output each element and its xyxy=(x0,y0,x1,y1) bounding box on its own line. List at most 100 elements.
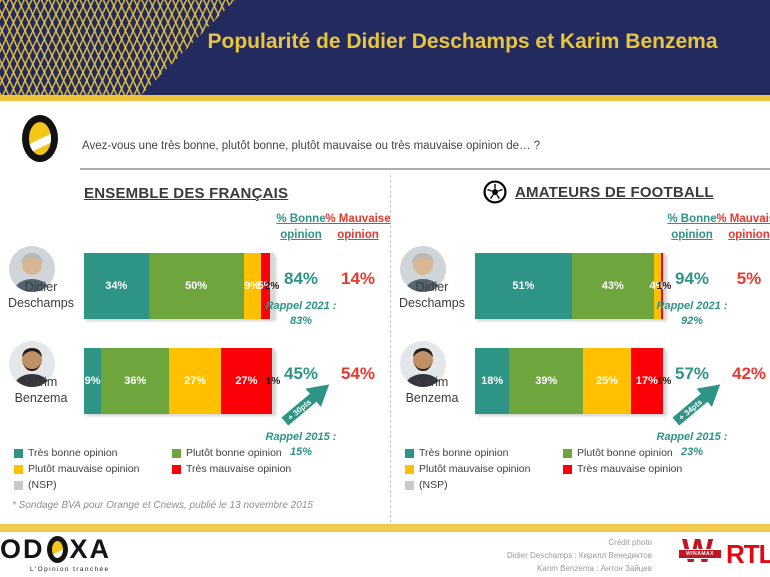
odoxa-tagline: L'Opinion tranchée xyxy=(30,566,110,573)
segment-plutot-bonne: 39% xyxy=(509,348,584,414)
legend-item: Plutôt mauvaise opinion xyxy=(14,463,172,475)
mauvaise-total: 42% xyxy=(731,364,767,383)
segment-nsp: 2% xyxy=(265,253,279,319)
panel-title: ENSEMBLE DES FRANÇAIS xyxy=(84,185,289,202)
segment-tres-bonne: 34% xyxy=(84,253,149,319)
panel-ensemble-des-francais: ENSEMBLE DES FRANÇAIS % Bonne opinion % … xyxy=(0,175,391,523)
legend-swatch-green xyxy=(172,448,181,458)
segment-tres-mauvaise: 27% xyxy=(220,348,273,414)
panel-title-row: AMATEURS DE FOOTBALL xyxy=(483,180,714,204)
legend-label: (NSP) xyxy=(28,479,57,491)
segment-label: 27% xyxy=(235,375,258,387)
odoxa-o-mark-icon xyxy=(46,536,68,563)
column-header-bonne: % Bonne opinion xyxy=(276,213,326,242)
o-icon-stripe xyxy=(29,122,51,155)
question-divider xyxy=(80,168,770,170)
legend-swatch-red xyxy=(172,464,181,474)
legend: Très bonne opinion Plutôt bonne opinion … xyxy=(14,447,359,491)
segment-label: 25% xyxy=(596,375,619,387)
rappel-value: 23% xyxy=(680,445,704,458)
footer: OD XA L'Opinion tranchée Crédit photo Di… xyxy=(0,532,770,577)
segment-label: 1% xyxy=(265,375,281,387)
segment-plutot-mauvaise: 9% xyxy=(243,253,261,319)
legend-label: Plutôt mauvaise opinion xyxy=(28,463,140,475)
karim-benzema-photo xyxy=(9,341,55,387)
legend-swatch-green xyxy=(563,448,572,458)
segment-label: 2% xyxy=(264,280,280,292)
row-karim-benzema: Karim Benzema 18% 39% 25% 17% 1% 57% 42%… xyxy=(391,341,770,458)
rappel-note: Rappel 2015 : 15% xyxy=(256,430,346,460)
odoxa-letters-left: OD xyxy=(0,534,45,564)
legend-swatch-gray xyxy=(405,480,414,490)
opinion-bar: 34% 50% 9% 5% 2% xyxy=(84,253,279,319)
row-didier-deschamps: Didier Deschamps 34% 50% 9% 5% 2% 84% 14… xyxy=(0,246,389,327)
legend-label: Très mauvaise opinion xyxy=(186,463,292,475)
row-didier-deschamps: Didier Deschamps 51% 43% 4% 1% 94% 5% Ra… xyxy=(391,246,770,327)
segment-plutot-mauvaise: 25% xyxy=(583,348,631,414)
legend-swatch-red xyxy=(563,464,572,474)
footer-gold-bar xyxy=(0,524,770,532)
segment-label: 43% xyxy=(601,280,624,292)
opinion-bar: 9% 36% 27% 27% 1% xyxy=(84,348,280,414)
segment-nsp: 1% xyxy=(657,348,671,414)
rappel-note: Rappel 2021 : 83% xyxy=(256,299,346,329)
header: Popularité de Didier Deschamps et Karim … xyxy=(0,0,770,95)
legend-label: Très mauvaise opinion xyxy=(577,463,683,475)
legend-swatch-yellow xyxy=(14,464,23,474)
segment-tres-bonne: 18% xyxy=(475,348,510,414)
source-footnote: * Sondage BVA pour Orange et Cnews, publ… xyxy=(12,500,313,511)
odoxa-o-icon xyxy=(22,115,58,162)
legend-item: (NSP) xyxy=(14,479,172,491)
rappel-value: 15% xyxy=(289,445,313,458)
player-name: Karim Benzema xyxy=(405,375,459,405)
gain-arrow: + 30pts xyxy=(278,390,336,428)
opinion-bar: 18% 39% 25% 17% 1% xyxy=(475,348,671,414)
segment-label: 51% xyxy=(512,280,535,292)
segment-plutot-mauvaise: 27% xyxy=(169,348,221,414)
segment-label: 9% xyxy=(244,280,261,292)
rappel-note: Rappel 2015 : 23% xyxy=(647,430,737,460)
survey-question: Avez-vous une très bonne, plutôt bonne, … xyxy=(82,140,541,152)
legend-item: Très bonne opinion xyxy=(405,447,563,459)
segment-label: 34% xyxy=(105,280,128,292)
bonne-total: 94% xyxy=(674,269,710,288)
segment-plutot-bonne: 43% xyxy=(571,253,654,319)
segment-plutot-bonne: 50% xyxy=(148,253,244,319)
odoxa-wordmark: OD XA xyxy=(0,534,111,565)
karim-benzema-photo xyxy=(400,341,446,387)
didier-deschamps-photo xyxy=(9,246,55,292)
rappel-label: Rappel 2021 : xyxy=(656,300,728,312)
rappel-label: Rappel 2015 : xyxy=(265,431,337,443)
mauvaise-total: 14% xyxy=(340,269,376,288)
bonne-total: 84% xyxy=(283,269,319,288)
player-name: Karim Benzema xyxy=(14,375,68,405)
segment-nsp: 1% xyxy=(657,253,671,319)
segment-label: 50% xyxy=(185,280,208,292)
winamax-banner: WINAMAX xyxy=(678,549,722,559)
legend-swatch-yellow xyxy=(405,464,414,474)
row-karim-benzema: Karim Benzema 9% 36% 27% 27% 1% 45% 54% … xyxy=(0,341,389,458)
legend-label: Plutôt bonne opinion xyxy=(186,447,282,459)
legend-swatch-teal xyxy=(405,448,414,458)
rappel-value: 83% xyxy=(289,314,313,327)
header-gold-divider xyxy=(0,95,770,101)
segment-nsp: 1% xyxy=(266,348,280,414)
player-name: Didier Deschamps xyxy=(8,280,74,310)
photo-credit: Crédit photo Didier Deschamps : Кирилл В… xyxy=(402,537,652,575)
credit-line: Didier Deschamps : Кирилл Венедиктов xyxy=(506,550,652,560)
column-header-mauvaise: % Mauvaise opinion xyxy=(325,213,391,242)
segment-tres-mauvaise: 5% xyxy=(257,253,273,319)
segment-label: 27% xyxy=(184,375,207,387)
player-name: Didier Deschamps xyxy=(399,280,465,310)
gain-arrow: + 34pts xyxy=(669,390,727,428)
segment-label: 5% xyxy=(257,280,274,292)
legend-swatch-teal xyxy=(14,448,23,458)
segment-tres-mauvaise xyxy=(661,253,664,319)
legend-item: Très mauvaise opinion xyxy=(563,463,750,475)
credit-line: Crédit photo xyxy=(608,538,652,547)
segment-label: 1% xyxy=(656,280,672,292)
legend-label: Très bonne opinion xyxy=(28,447,118,459)
segment-label: 36% xyxy=(124,375,147,387)
rappel-label: Rappel 2021 : xyxy=(265,300,337,312)
